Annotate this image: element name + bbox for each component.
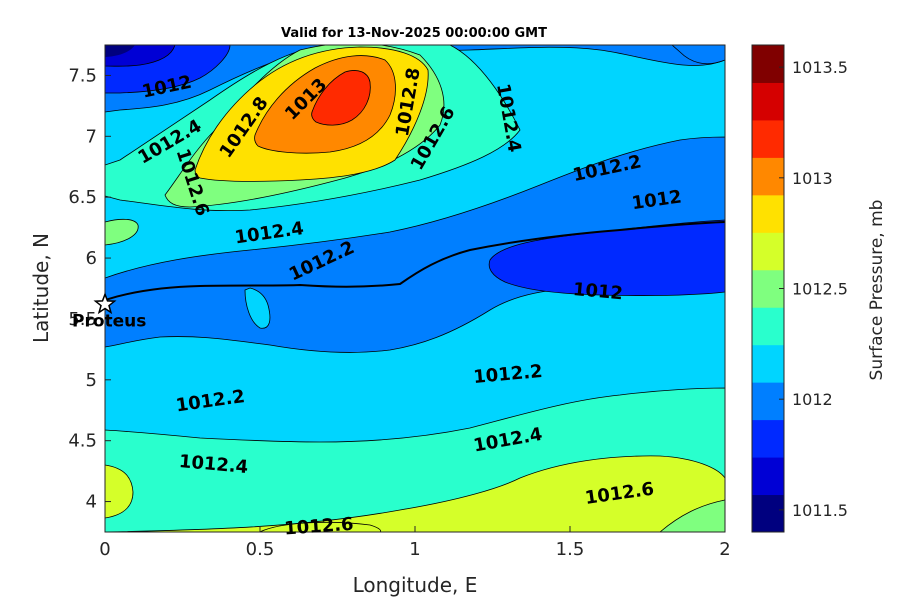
- y-tick-label: 4: [86, 492, 97, 513]
- colorbar-swatch: [752, 269, 784, 308]
- x-tick-label: 0.5: [246, 539, 275, 560]
- y-tick-label: 5: [86, 370, 97, 391]
- y-tick-label: 7: [86, 126, 97, 147]
- colorbar-swatch: [752, 344, 784, 383]
- contour-label: 1012: [572, 279, 624, 304]
- colorbar-swatch: [752, 45, 784, 83]
- y-axis-label: Latitude, N: [29, 233, 53, 343]
- colorbar-tick-label: 1011.5: [792, 501, 848, 520]
- contour-fill-1012.6-south: [105, 464, 134, 519]
- x-tick-label: 1: [409, 539, 420, 560]
- x-axis-label: Longitude, E: [353, 573, 478, 597]
- storm-track: [105, 221, 725, 301]
- contour-fill-1012-ne: [671, 45, 725, 65]
- colorbar: 1011.5 1012 1012.5 1013 1013.5: [751, 44, 848, 533]
- x-tick-label: 2: [719, 539, 730, 560]
- colorbar-swatch: [752, 382, 784, 421]
- x-tick-group: 0 0.5 1 1.5 2: [99, 526, 731, 560]
- y-tick-label: 6.5: [68, 187, 97, 208]
- y-tick-group: 4 4.5 5 5.5 6 6.5 7 7.5: [68, 65, 111, 513]
- colorbar-tick-label: 1012: [792, 390, 833, 409]
- x-tick-label: 0: [99, 539, 110, 560]
- y-tick-label: 4.5: [68, 431, 97, 452]
- colorbar-swatch: [752, 307, 784, 346]
- contour-label: 1012.6: [283, 514, 354, 540]
- colorbar-swatch: [752, 119, 784, 158]
- chart-title: Valid for 13-Nov-2025 00:00:00 GMT: [281, 26, 547, 41]
- y-tick-label: 7.5: [68, 65, 97, 86]
- contour-fill-1013.2: [311, 70, 371, 126]
- colorbar-tick-label: 1012.5: [792, 280, 848, 299]
- colorbar-swatch: [752, 457, 784, 496]
- colorbar-swatch: [752, 157, 784, 196]
- y-tick-label: 5.5: [68, 309, 97, 330]
- colorbar-swatch: [752, 494, 784, 533]
- contour-fill-1012.4-west: [105, 218, 139, 246]
- marker-label: Proteus: [72, 311, 146, 331]
- plot-area: [105, 45, 725, 532]
- contour-fill-1012.6-bottom: [259, 521, 382, 532]
- colorbar-swatch: [752, 419, 784, 458]
- y-tick-label: 6: [86, 248, 97, 269]
- colorbar-label: Surface Pressure, mb: [867, 200, 887, 381]
- x-tick-label: 1.5: [556, 539, 585, 560]
- colorbar-swatch: [752, 232, 784, 271]
- contour-fill-notch: [244, 287, 271, 329]
- colorbar-swatch: [752, 82, 784, 121]
- marker-group: Proteus: [72, 292, 146, 331]
- contour-fill-1011.4: [105, 45, 135, 57]
- colorbar-tick-label: 1013: [792, 169, 833, 188]
- colorbar-swatch: [752, 194, 784, 233]
- colorbar-tick-label: 1013.5: [792, 58, 848, 77]
- proteus-star-icon: [93, 292, 117, 315]
